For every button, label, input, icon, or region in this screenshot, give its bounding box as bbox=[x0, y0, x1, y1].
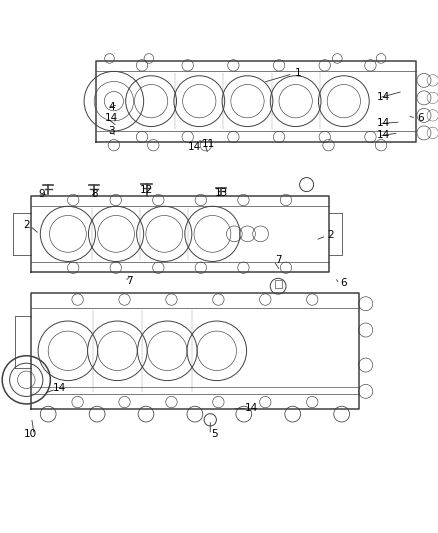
Text: 14: 14 bbox=[105, 112, 118, 123]
Text: 11: 11 bbox=[201, 139, 215, 149]
Text: 9: 9 bbox=[38, 189, 45, 199]
Text: 2: 2 bbox=[327, 230, 334, 240]
Text: 14: 14 bbox=[377, 92, 390, 102]
Text: 3: 3 bbox=[108, 126, 115, 136]
Text: 4: 4 bbox=[108, 102, 115, 111]
Text: 2: 2 bbox=[23, 220, 30, 230]
Text: 8: 8 bbox=[91, 189, 98, 199]
Text: 14: 14 bbox=[377, 130, 390, 140]
Text: 14: 14 bbox=[245, 402, 258, 413]
Text: 5: 5 bbox=[211, 429, 218, 439]
Text: 6: 6 bbox=[340, 278, 347, 288]
Text: 7: 7 bbox=[126, 276, 133, 286]
Text: 1: 1 bbox=[294, 68, 301, 78]
Text: 14: 14 bbox=[53, 383, 66, 393]
Text: 14: 14 bbox=[377, 118, 390, 128]
Text: 7: 7 bbox=[275, 255, 282, 265]
Text: 6: 6 bbox=[417, 112, 424, 123]
Text: 13: 13 bbox=[215, 188, 228, 198]
Text: 10: 10 bbox=[24, 429, 37, 439]
Text: 14: 14 bbox=[188, 142, 201, 152]
Text: 12: 12 bbox=[140, 185, 153, 195]
